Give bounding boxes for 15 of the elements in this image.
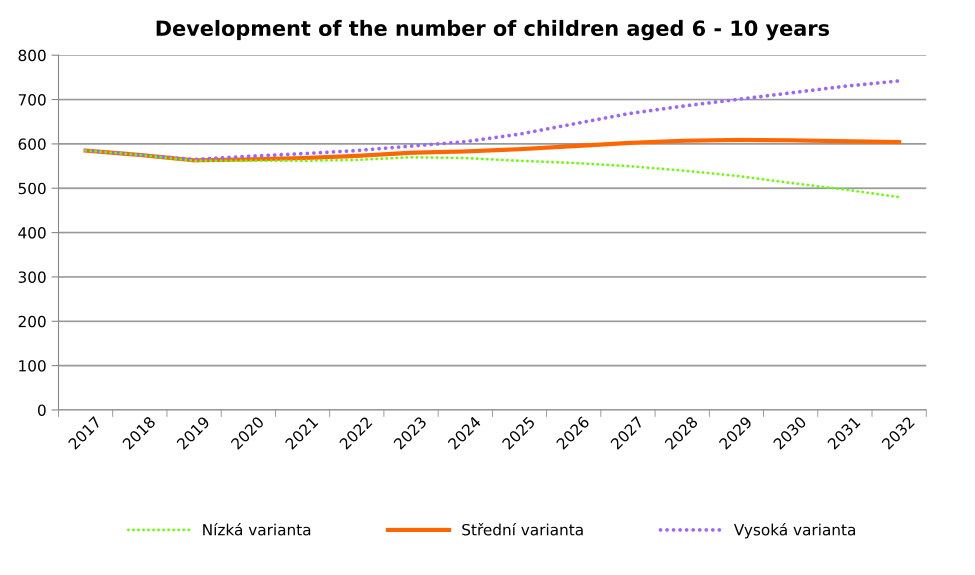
y-tick-label: 100 bbox=[19, 360, 46, 372]
chart-title: Development of the number of children aged 6 - 10 years bbox=[156, 20, 829, 40]
y-tick-label: 400 bbox=[18, 227, 46, 239]
line-series bbox=[84, 149, 901, 198]
y-tick-label: 500 bbox=[18, 182, 46, 194]
y-tick-label: 600 bbox=[18, 138, 46, 150]
y-tick-label: 0 bbox=[38, 404, 46, 416]
y-tick-label: 300 bbox=[18, 271, 46, 283]
y-tick-label: 800 bbox=[18, 50, 46, 62]
legend-label: Nízká varianta bbox=[203, 523, 310, 536]
line-series bbox=[84, 79, 901, 162]
y-tick-label: 200 bbox=[18, 316, 46, 328]
y-tick-label: 700 bbox=[18, 94, 46, 106]
legend-label: Vysoká varianta bbox=[734, 523, 855, 538]
legend-label: Střední varianta bbox=[462, 523, 583, 536]
